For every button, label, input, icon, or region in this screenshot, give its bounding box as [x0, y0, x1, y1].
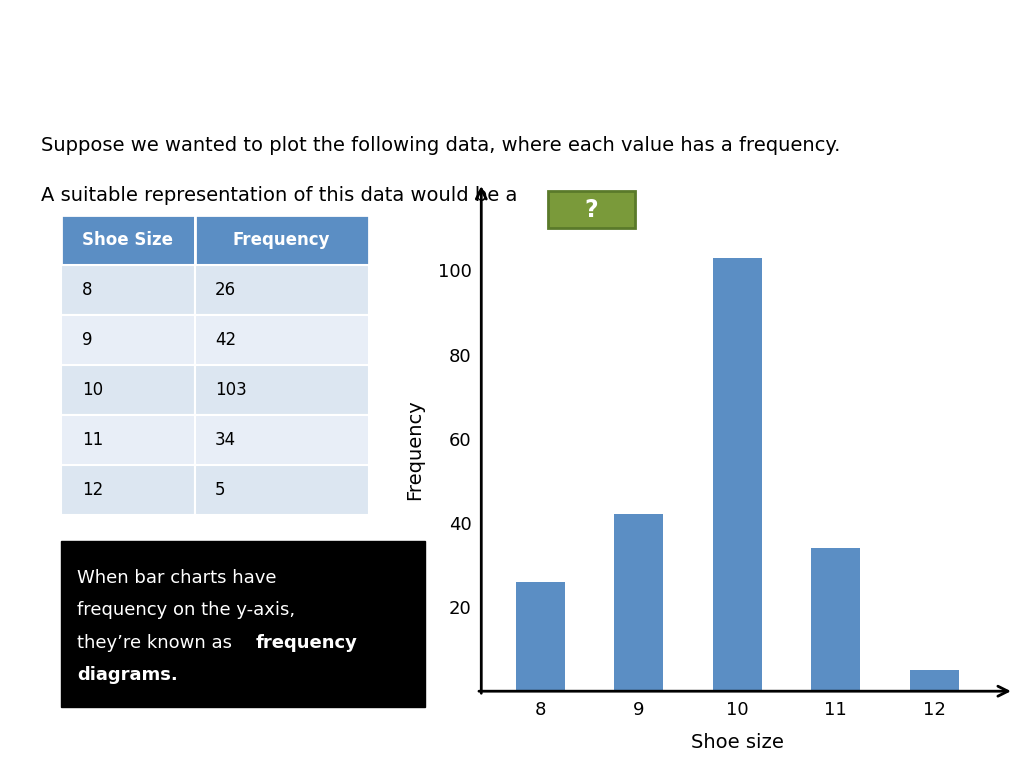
- Text: Shoe Size: Shoe Size: [83, 231, 173, 249]
- Text: 103: 103: [215, 381, 247, 399]
- Bar: [811, 548, 860, 691]
- Text: 26: 26: [215, 281, 237, 299]
- Y-axis label: Frequency: Frequency: [404, 399, 424, 500]
- Text: When bar charts have: When bar charts have: [77, 569, 276, 587]
- Text: 34: 34: [215, 431, 237, 449]
- Bar: [909, 670, 958, 691]
- Text: Frequency: Frequency: [232, 231, 331, 249]
- Text: they’re known as: they’re known as: [77, 634, 238, 651]
- Text: frequency: frequency: [256, 634, 357, 651]
- Bar: [516, 582, 565, 691]
- Bar: [713, 258, 762, 691]
- X-axis label: Shoe size: Shoe size: [691, 733, 783, 752]
- Bar: [614, 515, 664, 691]
- Text: ?: ?: [585, 197, 598, 222]
- Text: 8: 8: [82, 281, 92, 299]
- Text: Frequency Diagram: Frequency Diagram: [31, 28, 437, 70]
- Text: 9: 9: [82, 331, 92, 349]
- Text: 5: 5: [215, 481, 225, 498]
- Text: diagrams.: diagrams.: [77, 666, 177, 684]
- Text: frequency on the y-axis,: frequency on the y-axis,: [77, 601, 295, 619]
- Text: 42: 42: [215, 331, 237, 349]
- Text: 12: 12: [82, 481, 103, 498]
- Text: 11: 11: [82, 431, 103, 449]
- Text: 10: 10: [82, 381, 103, 399]
- Text: A suitable representation of this data would be a: A suitable representation of this data w…: [41, 186, 523, 205]
- Text: Suppose we wanted to plot the following data, where each value has a frequency.: Suppose we wanted to plot the following …: [41, 136, 841, 155]
